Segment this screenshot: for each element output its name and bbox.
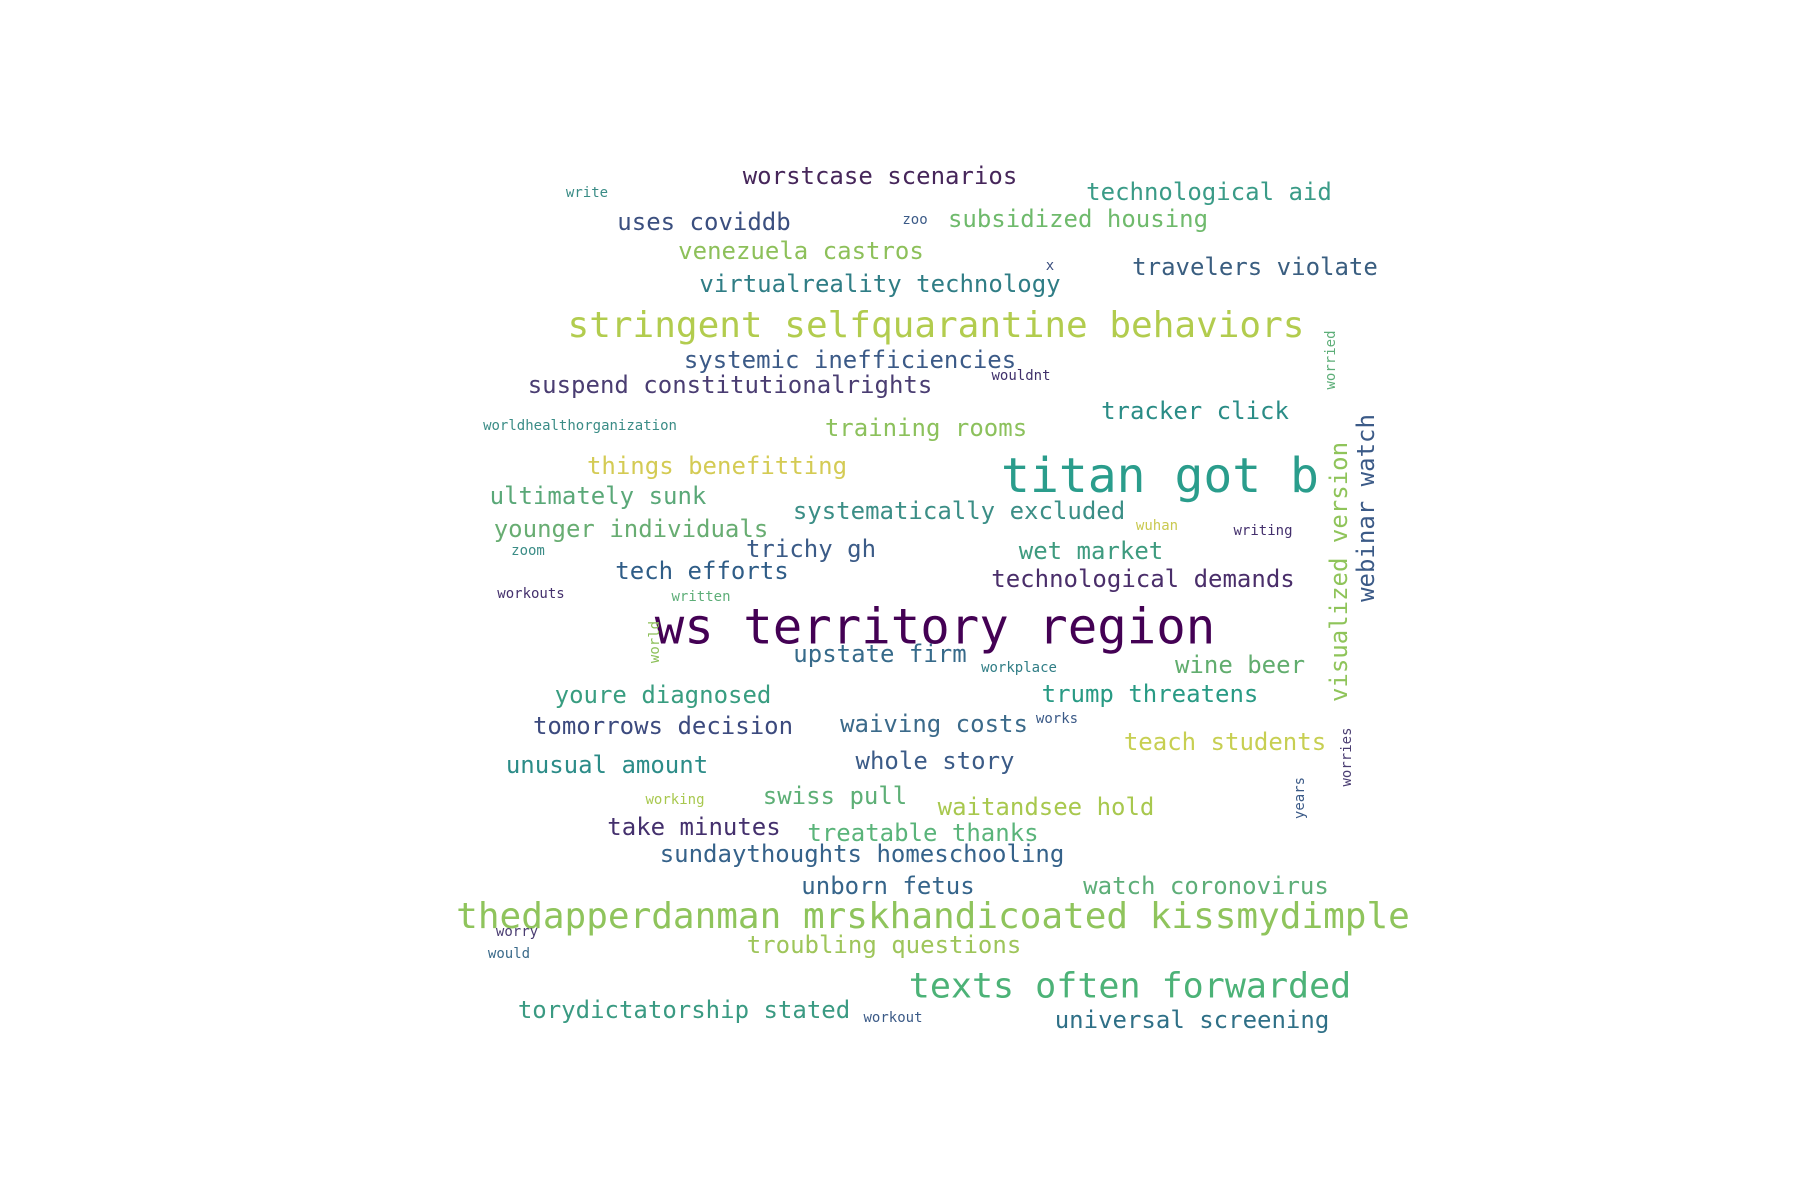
cloud-word: wine beer <box>1174 651 1306 679</box>
cloud-word: universal screening <box>1054 1006 1330 1034</box>
cloud-word: written <box>671 589 731 605</box>
cloud-word: youre diagnosed <box>554 681 772 709</box>
cloud-word: worldhealthorganization <box>483 418 677 434</box>
cloud-word: workout <box>863 1010 923 1026</box>
cloud-word: workouts <box>497 586 565 602</box>
cloud-word: technological demands <box>991 565 1295 593</box>
cloud-word: tomorrows decision <box>532 712 794 740</box>
cloud-word: write <box>565 185 609 201</box>
cloud-word: works <box>1035 711 1079 727</box>
cloud-word: thedapperdanman mrskhandicoated kissmydi… <box>456 896 1410 937</box>
cloud-word: younger individuals <box>493 515 769 543</box>
cloud-word: upstate firm <box>793 640 967 668</box>
cloud-word: technological aid <box>1086 178 1332 206</box>
cloud-word: watch coronovirus <box>1083 872 1329 900</box>
cloud-word: unborn fetus <box>801 872 975 900</box>
cloud-word: worstcase scenarios <box>742 162 1018 190</box>
cloud-word: trichy gh <box>745 535 877 563</box>
cloud-word: treatable thanks <box>807 819 1039 847</box>
cloud-word: ws territory region <box>654 598 1216 656</box>
cloud-word: whole story <box>855 747 1015 775</box>
cloud-word: tracker click <box>1101 397 1289 425</box>
cloud-word: suspend constitutionalrights <box>527 371 933 399</box>
cloud-word: systemic inefficiencies <box>683 346 1017 374</box>
cloud-word: trump threatens <box>1041 680 1259 708</box>
cloud-word: subsidized housing <box>947 205 1209 233</box>
cloud-word: stringent selfquarantine behaviors <box>567 305 1305 346</box>
cloud-word: writing <box>1233 523 1293 539</box>
cloud-word: tech efforts <box>615 557 789 585</box>
cloud-word: working <box>645 792 705 808</box>
cloud-word: torydictatorship stated <box>517 996 851 1024</box>
cloud-word: texts often forwarded <box>908 966 1352 1007</box>
cloud-word: unusual amount <box>505 751 709 779</box>
cloud-word: webinar watch <box>1352 414 1380 602</box>
cloud-word: systematically excluded <box>792 497 1126 525</box>
cloud-word: wuhan <box>1135 518 1179 534</box>
cloud-word: swiss pull <box>762 782 908 810</box>
cloud-word: teach students <box>1123 728 1327 756</box>
cloud-word: things benefitting <box>586 452 848 480</box>
cloud-word: travelers violate <box>1132 253 1378 281</box>
cloud-word: world <box>647 620 663 664</box>
cloud-word: waitandsee hold <box>937 793 1155 821</box>
cloud-word: zoom <box>511 543 545 559</box>
cloud-word: zoo <box>902 212 928 228</box>
cloud-word: workplace <box>981 660 1057 676</box>
cloud-word: ultimately sunk <box>489 482 707 510</box>
cloud-word: worry <box>495 924 539 940</box>
cloud-word: visualized version <box>1325 441 1353 703</box>
cloud-word: take minutes <box>607 813 781 841</box>
cloud-word: worried <box>1323 330 1339 390</box>
cloud-word: venezuela castros <box>678 237 924 265</box>
cloud-word: uses coviddb <box>617 208 791 236</box>
cloud-word: worries <box>1339 727 1355 787</box>
cloud-word: wouldnt <box>991 368 1051 384</box>
cloud-word: years <box>1292 776 1308 820</box>
cloud-word: x <box>1045 258 1055 274</box>
cloud-word: training rooms <box>824 414 1028 442</box>
cloud-word: would <box>487 946 531 962</box>
cloud-word: wet market <box>1018 537 1164 565</box>
cloud-word: waiving costs <box>840 710 1028 738</box>
cloud-word: troubling questions <box>746 931 1022 959</box>
cloud-word: sundaythoughts homeschooling <box>659 840 1065 868</box>
cloud-word: virtualreality technology <box>699 270 1061 298</box>
cloud-word: titan got b <box>1001 448 1319 504</box>
